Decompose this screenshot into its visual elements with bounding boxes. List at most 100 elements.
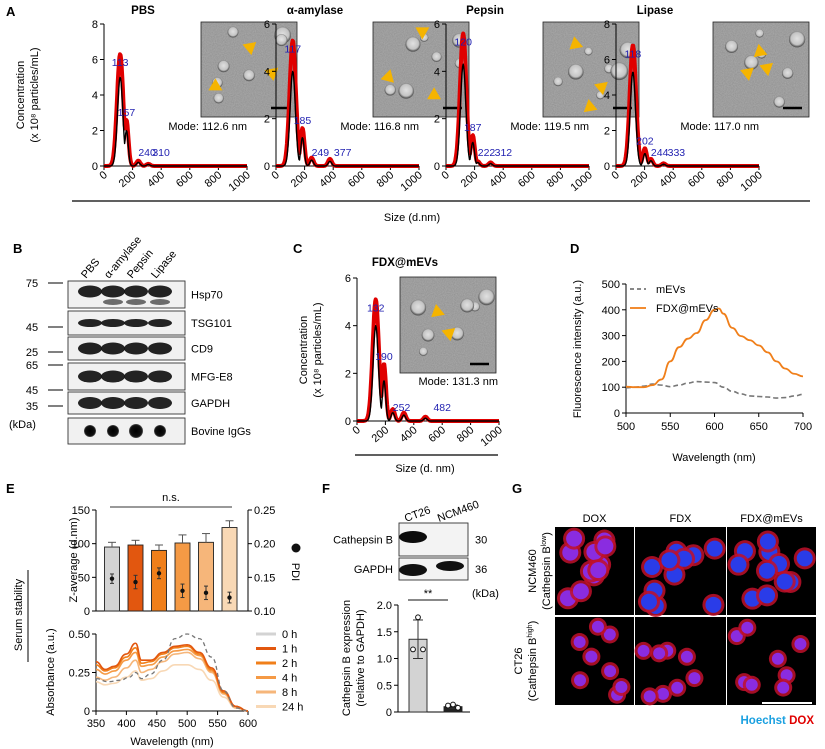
x-tick-label: 1000 [226, 169, 252, 194]
cell-nucleus [777, 681, 790, 694]
y-tick-label: 2.0 [377, 600, 392, 612]
data-point [415, 614, 421, 621]
mw-label: 36 [475, 564, 487, 576]
vesicle [478, 288, 495, 306]
series-line-fdxmevs [625, 307, 804, 389]
y-tick-label: 1.5 [377, 627, 392, 639]
chart-title: FDX@mEVs [372, 257, 438, 269]
x-tick-label: 400 [317, 169, 339, 190]
band-secondary [150, 299, 170, 305]
band [148, 285, 172, 298]
subplot-title: α-amylase [287, 5, 343, 17]
peak-label: 240 [138, 147, 156, 159]
cell-nucleus [643, 690, 656, 703]
cell-nucleus [591, 620, 604, 633]
panel-d: 0 100 200 300 400 500 500 550 600 650 700 mEVs FDX@m… [572, 279, 812, 464]
vesicle [773, 96, 785, 108]
row-label: NCM460 [527, 549, 539, 592]
row-sublabel-close: ) [541, 532, 553, 536]
cell-nucleus [572, 583, 589, 600]
band [148, 397, 172, 409]
tem-image [542, 21, 640, 118]
peak-label: 312 [495, 147, 513, 159]
peak-label: 482 [433, 402, 451, 414]
series-mean [103, 76, 248, 167]
band [78, 342, 102, 355]
y-axis-label: Absorbance (a.u.) [45, 628, 57, 715]
x-tick-label: 800 [715, 169, 737, 190]
legend-label: mEVs [656, 284, 686, 296]
arrowhead-icon [441, 328, 456, 342]
band [101, 370, 125, 383]
tem-border [372, 21, 470, 118]
mode-label: Mode: 112.6 nm [168, 121, 247, 133]
peak-label: 185 [294, 115, 312, 127]
blot-row-cathepsin-b: Cathepsin B 30 [333, 522, 487, 557]
vesicle [567, 63, 584, 80]
y-tick-label: 1.0 [377, 654, 392, 666]
y-axis-label: Concentration (x 10⁸ particles/mL) [298, 302, 324, 397]
marker-label: MFG-E8 [191, 372, 233, 384]
x-tick-label: 550 [208, 718, 226, 730]
panel-label-c: C [293, 241, 303, 256]
x-tick-label: 600 [174, 169, 196, 190]
band-secondary [103, 299, 123, 305]
arrowhead-icon [415, 27, 430, 40]
channel-legend: Hoechst DOX [741, 715, 815, 727]
kda-unit-label: (kDa) [472, 588, 499, 600]
panel-label-b: B [13, 241, 22, 256]
mw-marker-label: 65 [26, 360, 38, 372]
svg-text:Concentration: Concentration [15, 61, 27, 130]
mw-marker-label: 25 [26, 347, 38, 359]
y-tick-label: 0 [345, 416, 351, 428]
mw-label: 30 [475, 535, 487, 547]
legend-hoechst: Hoechst [741, 715, 790, 727]
peak-label: 252 [393, 402, 411, 414]
vesicle [213, 93, 224, 104]
y-tick-label: 0.5 [377, 680, 392, 692]
y-tick-label-right: 0.10 [254, 606, 275, 618]
x-tick-label: 550 [661, 421, 679, 433]
subplot-title: PBS [131, 5, 155, 17]
series-line-mevs [625, 380, 804, 399]
peak-label: 249 [312, 147, 330, 159]
y-tick-label: 150 [72, 505, 90, 517]
cell-nucleus [603, 628, 616, 641]
band [101, 397, 125, 409]
mw-marker-label: 45 [26, 385, 38, 397]
arrowhead-icon [583, 99, 598, 113]
bar-8h [198, 541, 214, 612]
x-tick-label: 1000 [398, 169, 424, 194]
vesicle [419, 347, 428, 356]
peak-label: 117 [284, 44, 301, 56]
y-axis-label: Cathepsin B expression (relative to GAPDH… [341, 600, 367, 716]
vesicle [398, 83, 414, 99]
x-tick-label: 0 [98, 169, 110, 182]
vesicle [744, 55, 759, 70]
panel-label-f: F [322, 481, 330, 496]
legend-label: 4 h [282, 673, 297, 685]
peak-label: 244 [651, 147, 669, 159]
y-axis-label-line1: Cathepsin B expression [341, 600, 353, 716]
vesicle [431, 51, 442, 62]
y-tick-label: 0 [604, 161, 610, 173]
x-tick-label: 200 [289, 169, 311, 190]
y-axis-label-line1: Concentration [298, 316, 310, 385]
y-tick-label: 0 [614, 408, 620, 420]
band [101, 319, 125, 327]
marker-label: Cathepsin B [333, 535, 393, 547]
band [399, 531, 427, 543]
y-tick-label: 500 [602, 279, 620, 291]
row-sublabel-text: (Cathepsin B [541, 546, 553, 610]
pdi-legend-marker-icon [291, 543, 301, 553]
x-tick-label: 1000 [568, 169, 594, 194]
cell-nucleus [590, 562, 607, 579]
tem-image [399, 276, 497, 374]
marker-label: CD9 [191, 344, 213, 356]
vesicle [421, 328, 435, 342]
y-tick-label: 4 [92, 90, 98, 102]
arrowhead-icon [380, 69, 394, 83]
legend-label: 8 h [282, 687, 297, 699]
y-tick-label: 0.25 [69, 668, 90, 680]
